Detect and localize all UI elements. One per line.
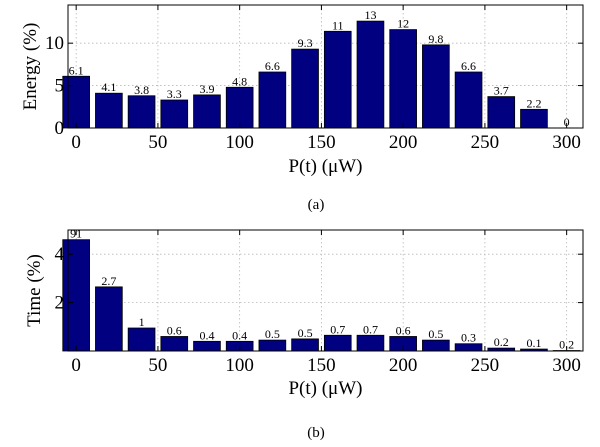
energy-bar-label: 6.6: [461, 59, 476, 73]
energy-bar: [128, 96, 155, 128]
energy-bar-label: 6.6: [265, 59, 280, 73]
time-bar: [259, 340, 286, 351]
energy-bar: [95, 93, 122, 128]
energy-bar-label: 12: [397, 17, 409, 31]
energy-bar: [390, 30, 417, 128]
energy-xtick-label: 300: [552, 132, 581, 153]
time-bar-label: 0.2: [494, 335, 509, 349]
energy-xtick-label: 200: [389, 132, 418, 153]
time-bar: [194, 341, 221, 351]
energy-bar: [161, 100, 188, 128]
time-bar: [357, 335, 384, 351]
energy-bar-label: 6.1: [69, 63, 84, 77]
time-bar-label: 0.7: [363, 322, 378, 336]
time-xtick-label: 150: [307, 355, 336, 376]
energy-bar-label: 3.8: [134, 83, 149, 97]
energy-xtick-label: 0: [71, 132, 81, 153]
time-bar-label: 0.6: [396, 323, 411, 337]
time-ylabel: Time (%): [24, 254, 45, 327]
time-xtick-label: 50: [148, 355, 167, 376]
time-bar-label: 0.6: [167, 323, 182, 337]
time-xtick-label: 0: [71, 355, 81, 376]
time-bar-label: 0.5: [428, 327, 443, 341]
energy-bar: [455, 72, 482, 128]
energy-bar-label: 3.9: [199, 82, 214, 96]
energy-bar-label: 9.3: [298, 36, 313, 50]
energy-bar-label: 4.8: [232, 74, 247, 88]
energy-bar: [63, 76, 90, 128]
energy-ylabel: Energy (%): [20, 23, 41, 111]
energy-bar: [259, 72, 286, 128]
caption-b: (b): [307, 425, 325, 441]
time-bar-label: 0.7: [330, 322, 345, 336]
energy-xtick-label: 150: [307, 132, 336, 153]
time-bar-label: 0.4: [232, 328, 247, 342]
time-bar: [324, 335, 351, 351]
energy-bar: [422, 45, 449, 128]
energy-xtick-label: 100: [225, 132, 254, 153]
time-bar-label: 1: [139, 315, 145, 329]
time-bar-label: 0.3: [461, 331, 476, 345]
energy-bar-label: 3.3: [167, 87, 182, 101]
energy-bar: [194, 95, 221, 128]
energy-xlabel: P(t) (μW): [288, 156, 362, 177]
time-bar-label: 0.4: [199, 328, 214, 342]
energy-bar: [488, 97, 515, 128]
time-bar-label: 0.1: [526, 336, 541, 350]
time-bar-label: 0.5: [298, 326, 313, 340]
caption-a: (a): [308, 197, 325, 213]
time-ytick-label: 2: [55, 293, 65, 314]
time-xtick-label: 100: [225, 355, 254, 376]
time-bar: [95, 287, 122, 351]
energy-ytick-label: 0: [55, 118, 65, 139]
energy-xtick-label: 50: [148, 132, 167, 153]
energy-bar-label: 13: [364, 8, 376, 22]
energy-bar-label: 3.7: [494, 84, 509, 98]
time-bar: [63, 240, 90, 351]
time-bar: [455, 344, 482, 351]
time-xtick-label: 250: [471, 355, 500, 376]
energy-bar-label: 4.1: [101, 80, 116, 94]
energy-bar: [521, 109, 548, 128]
energy-bar-label: 11: [332, 18, 344, 32]
energy-ytick-label: 10: [45, 33, 64, 54]
time-bar: [161, 336, 188, 351]
energy-xtick-label: 250: [471, 132, 500, 153]
time-bar: [128, 328, 155, 351]
energy-bar-label: 2.2: [526, 96, 541, 110]
chart-energy: (a) 6.1 4.1 3.8 3.3 3.9 4.8 6.6 9.3 11 13 12 9.8 6.6…: [20, 5, 583, 213]
time-xtick-label: 300: [552, 355, 581, 376]
time-bar: [422, 340, 449, 351]
energy-bar: [292, 49, 319, 128]
energy-bar: [226, 87, 253, 128]
time-bar-label: 0.5: [265, 327, 280, 341]
time-ytick-label: 4: [55, 244, 65, 265]
energy-bar: [324, 31, 351, 128]
energy-bar: [357, 21, 384, 128]
time-xlabel: P(t) (μW): [288, 378, 362, 399]
time-bar: [292, 339, 319, 351]
time-xtick-label: 200: [389, 355, 418, 376]
energy-bar-label: 9.8: [428, 32, 443, 46]
time-bar-label: 2.7: [101, 274, 116, 288]
energy-ytick-label: 5: [55, 76, 65, 97]
